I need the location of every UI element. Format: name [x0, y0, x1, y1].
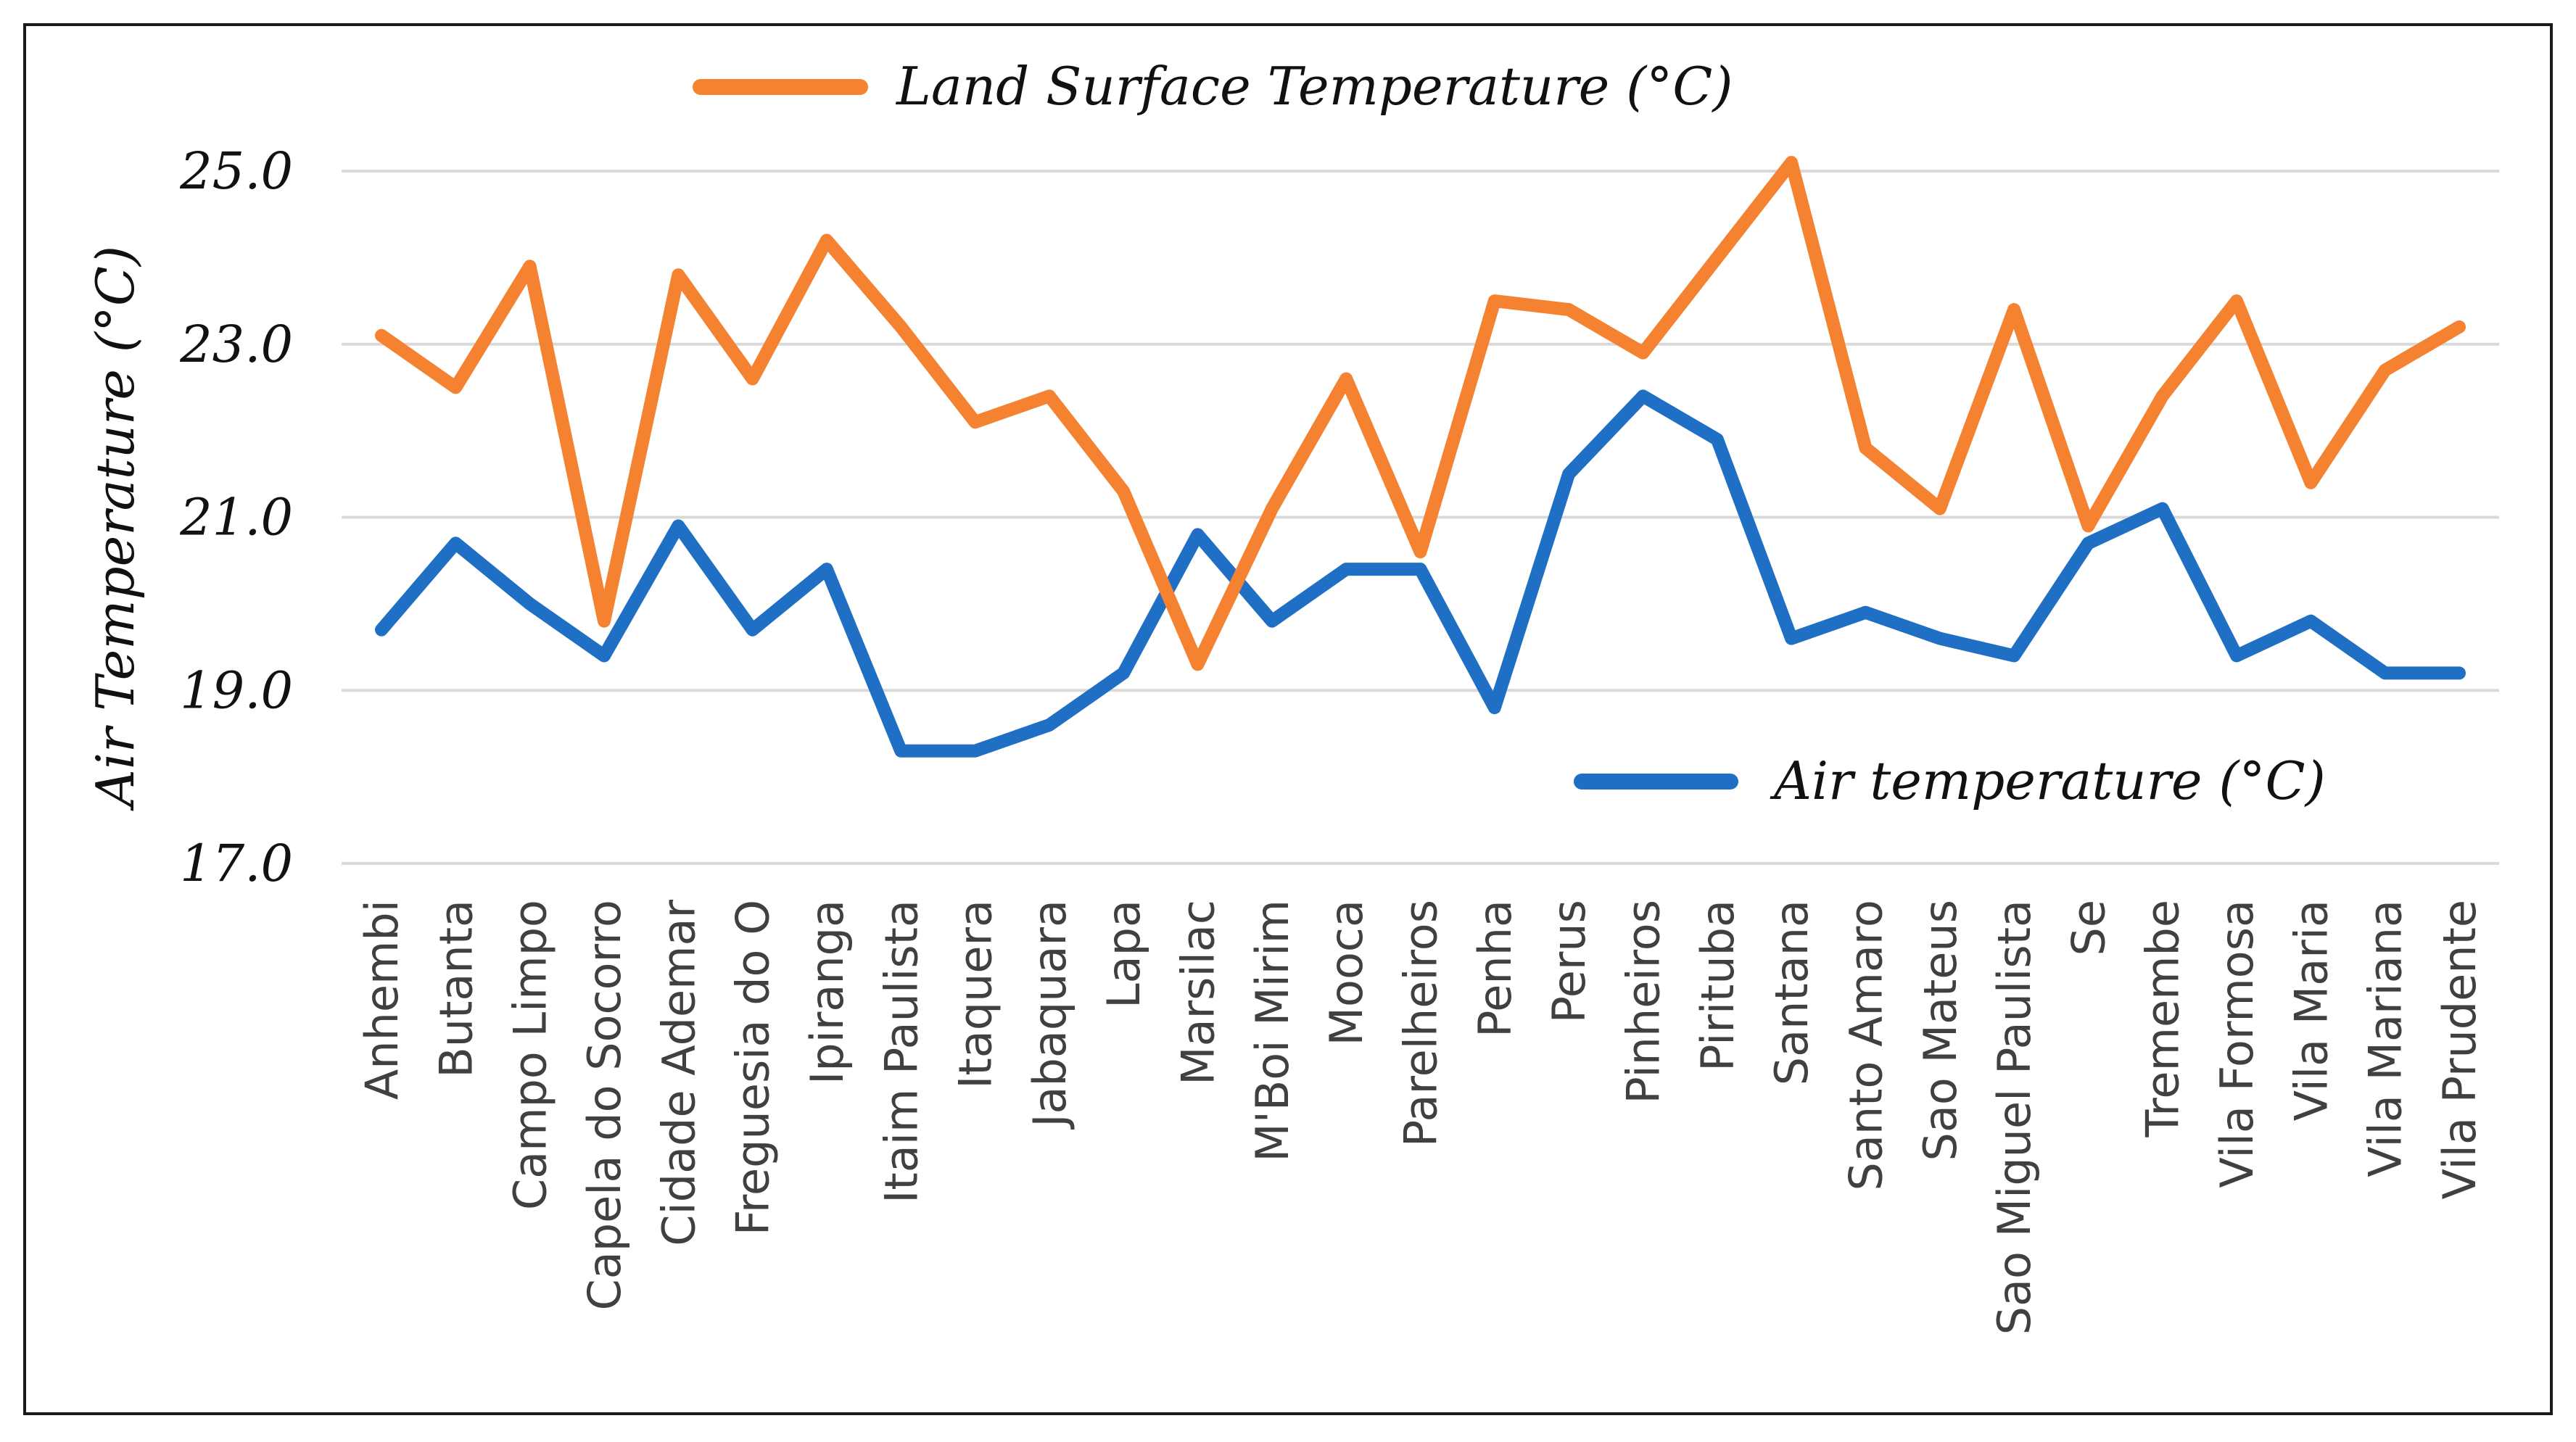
x-tick-label: Jabaquara [1023, 900, 1076, 1130]
chart-frame: 25.0 23.0 21.0 19.0 17.0 Anhembi Butanta Campo… [23, 23, 2553, 1415]
x-tick-label: Perus [1543, 900, 1595, 1023]
legend-air: Air temperature (°C) [1574, 750, 2326, 811]
y-tick-label: 23.0 [179, 315, 293, 374]
y-axis-ticks: 25.0 23.0 21.0 19.0 17.0 [179, 141, 293, 893]
x-tick-label: Se [2062, 900, 2115, 956]
x-tick-label: Capela do Socorro [578, 900, 631, 1310]
x-tick-label: Lapa [1097, 900, 1150, 1008]
x-tick-label: Itaim Paulista [875, 900, 928, 1203]
legend-label-air: Air temperature (°C) [1770, 750, 2326, 811]
x-axis-ticks: Anhembi Butanta Campo Limpo Capela do Socor… [355, 899, 2486, 1335]
line-chart: 25.0 23.0 21.0 19.0 17.0 Anhembi Butanta Campo… [85, 56, 2499, 1335]
series-line-air-temperature [375, 389, 2466, 758]
x-tick-label: Santo Amaro [1839, 900, 1892, 1190]
x-tick-label: Tremembe [2137, 900, 2189, 1138]
gridlines [342, 170, 2499, 865]
x-tick-label: Santana [1765, 900, 1818, 1085]
y-tick-label: 25.0 [179, 141, 293, 201]
x-tick-label: Cidade Ademar [652, 899, 705, 1246]
x-tick-label: Campo Limpo [504, 900, 557, 1210]
x-tick-label: Ipiranga [801, 900, 854, 1085]
x-tick-label: Sao Miguel Paulista [1988, 900, 2041, 1335]
x-tick-label: Mooca [1320, 900, 1373, 1045]
x-tick-label: Vila Maria [2284, 900, 2337, 1121]
x-tick-label: Butanta [429, 900, 482, 1078]
x-tick-label: Anhembi [355, 900, 408, 1100]
x-tick-label: Pinheiros [1617, 900, 1669, 1104]
y-axis-title: Air Temperature (°C) [85, 246, 146, 811]
x-tick-label: Parelheiros [1395, 900, 1448, 1147]
y-tick-label: 21.0 [179, 488, 293, 547]
y-tick-label: 17.0 [180, 834, 293, 893]
x-tick-label: Vila Prudente [2433, 900, 2486, 1200]
x-tick-label: Marsilac [1172, 900, 1225, 1085]
x-tick-label: Pirituba [1691, 900, 1744, 1072]
x-tick-label: M'Boi Mirim [1246, 900, 1299, 1162]
x-tick-label: Vila Mariana [2359, 900, 2412, 1177]
series-line-land-surface-temperature [375, 156, 2466, 671]
legend-label-lst: Land Surface Temperature (°C) [895, 56, 1733, 117]
x-tick-label: Itaquera [949, 900, 1002, 1089]
legend-lst: Land Surface Temperature (°C) [693, 56, 1733, 117]
series-lines [375, 156, 2466, 758]
x-tick-label: Sao Mateus [1914, 900, 1967, 1161]
x-tick-label: Vila Formosa [2210, 900, 2263, 1188]
x-tick-label: Penha [1469, 900, 1522, 1037]
y-tick-label: 19.0 [180, 660, 293, 720]
x-tick-label: Freguesia do O [727, 900, 780, 1235]
